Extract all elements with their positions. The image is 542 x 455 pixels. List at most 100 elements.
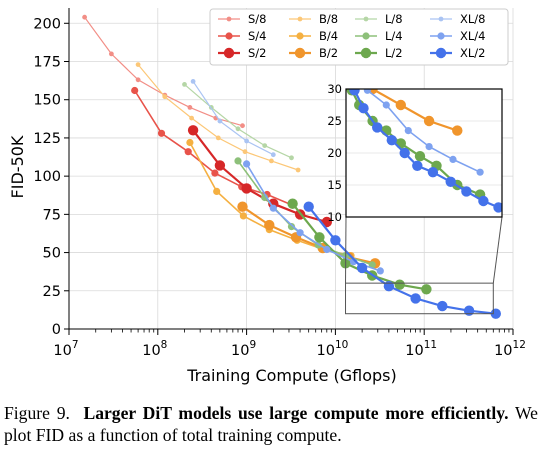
point-l-2 [287,198,298,209]
legend-swatch-marker-b-4 [296,32,304,40]
point-xl-2 [437,300,448,312]
x-axis-label: Training Compute (Gflops) [186,366,397,385]
legend-label-l-8: L/8 [385,12,403,26]
inset-point-xl-2 [427,167,439,178]
inset-point-xl-4 [449,155,457,163]
point-b-8 [269,158,274,164]
x-tick-label: 1010 [316,339,348,359]
point-xl-8 [270,152,276,158]
inset-point-b-2 [395,99,406,111]
legend-swatch-marker-l-4 [362,32,370,40]
point-b-8 [242,149,248,155]
legend-swatch-marker-xl-4 [437,32,445,40]
x-tick-label: 1012 [494,339,526,359]
main-series [82,14,501,319]
inset-series [346,89,502,213]
inset-y-tick-label: 30 [327,82,342,96]
point-l-4 [368,261,376,269]
inset-point-xl-2 [386,135,397,146]
point-l-8 [235,126,241,132]
inset-point-xl-2 [399,147,410,159]
point-xl-2 [356,262,368,274]
legend-swatch-marker-l-8 [363,16,369,22]
point-b-8 [162,94,168,100]
inset-point-xl-2 [493,202,502,213]
y-tick-label: 0 [52,322,61,338]
y-tick-label: 25 [43,284,61,300]
legend-swatch-marker-xl-8 [438,16,444,22]
point-b-8 [215,135,221,141]
x-tick-label: 107 [53,339,78,359]
point-s-2 [214,160,226,171]
inset-y-tick-label: 20 [327,146,342,160]
inset-point-l-2 [414,151,426,162]
point-l-8 [182,82,187,87]
point-s-8 [187,105,193,110]
point-b-4 [186,138,194,147]
inset-y-tick-label: 10 [327,210,342,224]
inset-point-xl-2 [445,176,456,187]
legend-label-s-2: S/2 [248,46,267,60]
point-b-8 [135,62,141,67]
inset-point-xl-4 [476,168,484,176]
inset-y-tick-label: 25 [327,114,342,128]
point-l-8 [262,143,268,149]
legend: S/8 S/4 S/2 B/8 B/4 B/2 L/8 L/4 L/2 XL/8 XL/4 XL/2 [209,8,509,66]
point-xl-2 [383,281,395,292]
legend-swatch-marker-b-8 [297,16,303,22]
legend-label-xl-8: XL/8 [460,12,485,26]
legend-label-b-4: B/4 [319,29,338,43]
point-s-2 [241,183,252,194]
point-l-2 [394,279,405,290]
legend-swatch-marker-l-2 [360,47,372,59]
inset-series-line-b-2 [372,89,458,132]
point-l-4 [234,157,242,165]
point-l-2 [421,284,432,295]
point-s-8 [109,51,114,57]
zoom-region-box [345,216,503,315]
point-s-4 [157,129,166,137]
inset-point-xl-2 [358,103,369,114]
y-axis-label: FID-50K [8,135,27,198]
point-b-4 [213,187,221,195]
point-xl-2 [330,235,341,246]
point-xl-2 [303,201,314,212]
caption-rest-text: We plot FID as a function of total train… [4,403,538,445]
legend-swatch-marker-s-8 [226,16,232,22]
y-tick-label: 75 [43,207,61,223]
inset-zoom-panel: 10 15 20 25 30 [327,82,503,224]
inset-point-b-2 [452,125,463,136]
y-tick-label: 125 [33,131,61,147]
inset-series-line-xl-4 [366,89,481,173]
point-s-4 [131,86,139,95]
inset-frame [345,88,503,218]
point-s-8 [135,77,141,83]
fid-compute-chart: 0 25 50 75 100 125 150 175 200 107 108 109 1010 1011 1… [8,8,526,385]
y-tick-label: 100 [33,169,61,185]
inset-point-xl-2 [372,122,383,133]
point-xl-4 [376,267,384,275]
point-xl-4 [269,204,277,212]
point-l-2 [314,232,325,243]
legend-label-xl-2: XL/2 [460,46,485,60]
caption-figure-label: Figure 9. [4,403,70,423]
x-tick-label: 108 [142,339,167,359]
caption-bold-text: Larger DiT models use large compute more… [83,403,509,423]
legend-swatch-marker-s-2 [223,47,235,59]
point-s-8 [82,14,87,20]
point-xl-8 [190,79,196,84]
legend-swatch-marker-b-2 [294,47,306,59]
zoom-connector-line [492,216,503,284]
inset-point-xl-4 [363,89,371,94]
point-s-4 [211,169,219,177]
inset-point-b-2 [423,115,435,127]
legend-label-s-8: S/8 [248,12,267,26]
point-b-2 [264,219,275,231]
y-tick-label: 150 [33,93,61,109]
point-s-4 [184,148,192,156]
inset-point-xl-4 [404,127,412,135]
point-b-4 [239,212,247,220]
point-xl-4 [323,245,331,254]
point-b-2 [237,201,248,212]
inset-point-xl-4 [382,101,390,109]
